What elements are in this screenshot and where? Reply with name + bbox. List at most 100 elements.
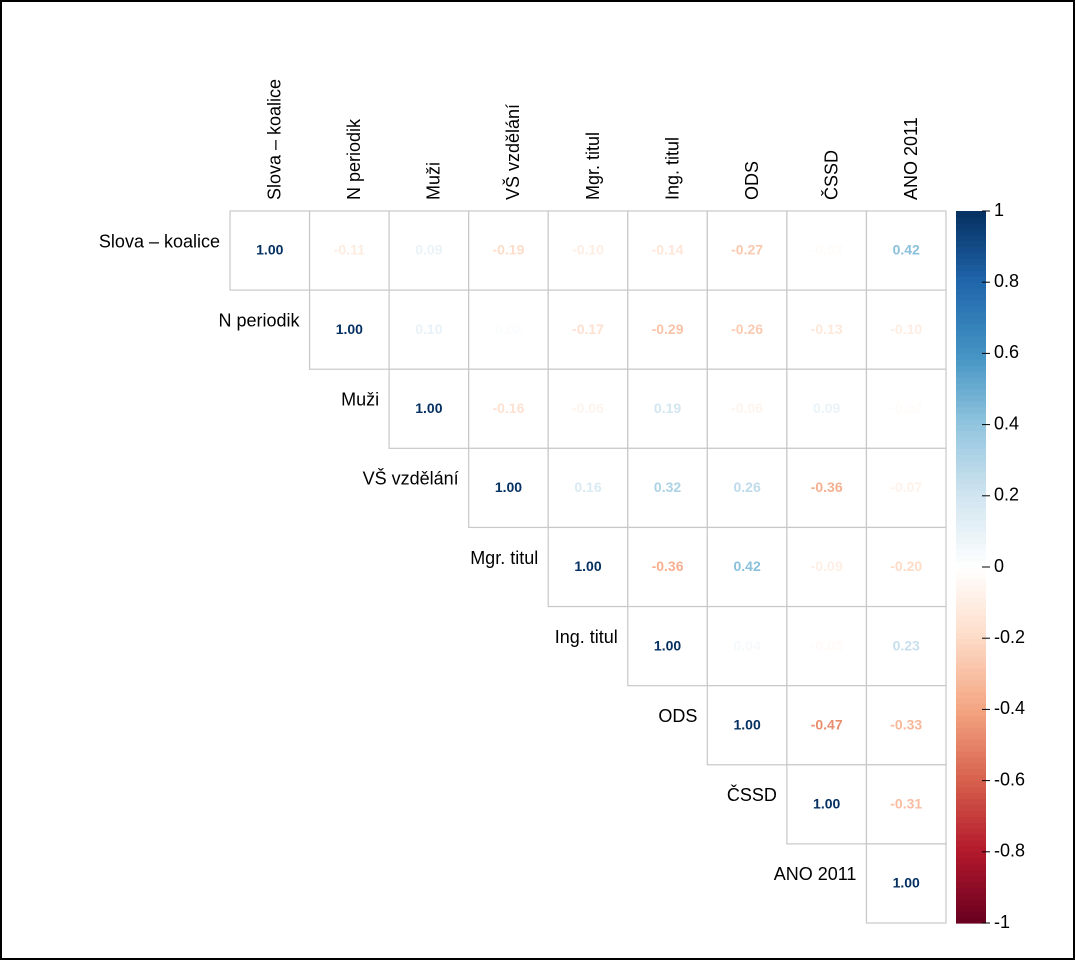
cell-value: -0.13: [811, 321, 843, 337]
cell-value: 1.00: [495, 479, 522, 495]
colorbar-segment: [956, 917, 986, 924]
colorbar-segment: [956, 567, 986, 574]
colorbar-segment: [956, 661, 986, 669]
cell-value: -0.07: [890, 479, 922, 495]
cell-value: -0.14: [652, 242, 684, 258]
colorbar-tick-label: -1: [994, 912, 1010, 932]
cell-value: 0.42: [893, 242, 920, 258]
cell-value: 0.10: [415, 321, 442, 337]
colorbar-segment: [956, 264, 986, 271]
colorbar-segment: [956, 234, 986, 242]
colorbar-segment: [956, 685, 986, 693]
cell-value: -0.03: [811, 637, 843, 653]
cell: [865, 447, 947, 529]
column-label: Ing. titul: [662, 137, 682, 200]
column-label: Slova – koalice: [265, 79, 285, 200]
colorbar-segment: [956, 893, 986, 900]
colorbar-segment: [956, 614, 986, 621]
row-label: VŠ vzdělání: [363, 468, 459, 489]
colorbar-segment: [956, 501, 986, 509]
colorbar-segment: [956, 555, 986, 562]
colorbar-segment: [956, 709, 986, 716]
colorbar-segment: [956, 472, 986, 479]
colorbar-segment: [956, 632, 986, 639]
colorbar-segment: [956, 216, 986, 224]
colorbar-segment: [956, 466, 986, 473]
cell-value: 0.32: [654, 479, 681, 495]
cell: [547, 447, 629, 529]
colorbar-segment: [956, 786, 986, 794]
cell: [388, 210, 470, 291]
colorbar-segment: [956, 656, 986, 663]
cell: [865, 764, 947, 845]
colorbar-segment: [956, 448, 986, 455]
cell: [706, 368, 788, 449]
colorbar-segment: [956, 365, 986, 372]
cell-value: -0.29: [652, 321, 684, 337]
column-label: ČSSD: [820, 150, 841, 200]
colorbar-segment: [956, 780, 986, 788]
colorbar-segment: [956, 288, 986, 295]
colorbar-segment: [956, 608, 986, 616]
colorbar-segment: [956, 834, 986, 841]
column-label: Mgr. titul: [583, 132, 603, 200]
colorbar-segment: [956, 424, 986, 432]
colorbar-segment: [956, 768, 986, 776]
cell: [706, 289, 788, 370]
colorbar-segment: [956, 828, 986, 835]
colorbar-segment: [956, 406, 986, 414]
colorbar-segment: [956, 317, 986, 325]
cell: [388, 368, 470, 449]
cell-value: -0.02: [890, 400, 922, 416]
cell-value: -0.20: [890, 558, 922, 574]
colorbar-segment: [956, 733, 986, 740]
colorbar-segment: [956, 750, 986, 758]
colorbar-tick-label: 0.8: [994, 271, 1019, 291]
colorbar-segment: [956, 418, 986, 426]
colorbar-segment: [956, 270, 986, 277]
colorbar-segment: [956, 804, 986, 811]
cell: [786, 289, 868, 370]
colorbar-segment: [956, 531, 986, 538]
colorbar-segment: [956, 377, 986, 384]
cell-value: -0.19: [492, 242, 524, 258]
cell: [706, 685, 788, 766]
colorbar-segment: [956, 525, 986, 532]
colorbar-segment: [956, 572, 986, 580]
colorbar-segment: [956, 329, 986, 337]
colorbar-segment: [956, 863, 986, 871]
column-label: ANO 2011: [901, 117, 921, 200]
cell-value: -0.36: [811, 479, 843, 495]
colorbar-segment: [956, 246, 986, 254]
cell: [468, 368, 549, 449]
colorbar-tick-label: 0.6: [994, 342, 1019, 362]
colorbar-segment: [956, 667, 986, 675]
cell-value: -0.47: [811, 716, 843, 732]
colorbar-segment: [956, 489, 986, 497]
cell: [865, 843, 947, 924]
cell-value: -0.36: [652, 558, 684, 574]
colorbar-segment: [956, 347, 986, 354]
colorbar-segment: [956, 389, 986, 396]
cell-value: 1.00: [256, 242, 283, 258]
colorbar-segment: [956, 537, 986, 544]
cell-value: 1.00: [813, 795, 840, 811]
cell: [388, 289, 470, 370]
column-label: N periodik: [344, 118, 364, 200]
colorbar-tick-label: 1: [994, 200, 1004, 220]
colorbar-segment: [956, 697, 986, 705]
colorbar-segment: [956, 703, 986, 710]
colorbar-segment: [956, 561, 986, 568]
cell-value: -0.27: [731, 242, 763, 258]
colorbar-segment: [956, 887, 986, 894]
colorbar-segment: [956, 822, 986, 829]
colorbar-segment: [956, 845, 986, 853]
colorbar-segment: [956, 875, 986, 883]
colorbar-segment: [956, 211, 986, 218]
colorbar-segment: [956, 727, 986, 734]
colorbar-segment: [956, 412, 986, 420]
colorbar-segment: [956, 394, 986, 402]
cell-value: 1.00: [893, 875, 920, 891]
cell: [706, 210, 788, 291]
colorbar-segment: [956, 650, 986, 657]
